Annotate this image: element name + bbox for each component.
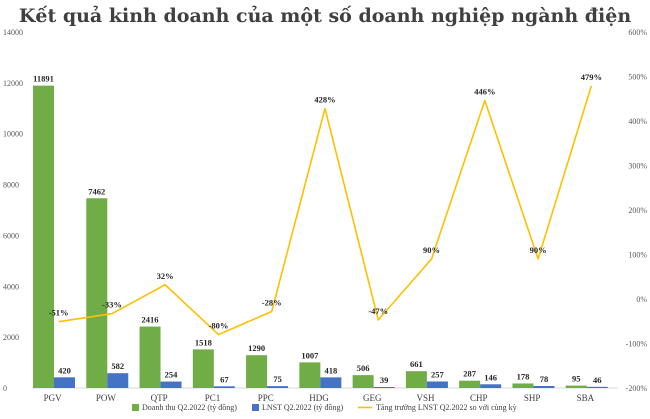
- x-tick-label: GEG: [363, 393, 382, 403]
- bar-revenue: [299, 362, 321, 388]
- y-right-tick-label: 400%: [628, 117, 647, 126]
- bar-profit-label: 75: [273, 374, 282, 384]
- bar-revenue: [565, 385, 587, 388]
- growth-line: [58, 85, 593, 336]
- x-tick-label: SBA: [577, 393, 595, 403]
- growth-point-label: -51%: [49, 308, 69, 318]
- x-tick-label: PGV: [44, 393, 63, 403]
- x-tick-label: QTP: [151, 393, 168, 403]
- y-left-tick-label: 12000: [3, 79, 23, 88]
- growth-point-label: -28%: [262, 297, 282, 307]
- bar-revenue: [246, 355, 268, 388]
- bar-revenue-label: 7462: [88, 186, 105, 196]
- y-left-tick-label: 2000: [3, 333, 19, 342]
- bar-profit: [107, 373, 129, 388]
- bar-revenue-label: 1290: [248, 343, 265, 353]
- y-right-tick-label: -200%: [626, 384, 648, 393]
- bar-revenue-label: 661: [410, 359, 423, 369]
- growth-point-label: 479%: [581, 72, 602, 82]
- bar-revenue-label: 1007: [301, 350, 319, 360]
- bar-profit-label: 254: [165, 370, 179, 380]
- y-left-tick-label: 6000: [3, 231, 19, 240]
- bar-revenue: [33, 85, 54, 389]
- bar-profit-label: 39: [380, 375, 389, 385]
- y-right-tick-label: -100%: [626, 340, 648, 349]
- bar-profit-label: 582: [111, 361, 124, 371]
- x-tick-label: VSH: [417, 393, 436, 403]
- growth-point-label: 90%: [423, 245, 440, 255]
- bar-profit-label: 78: [540, 374, 549, 384]
- bar-revenue-label: 11891: [33, 74, 54, 84]
- bar-revenue-label: 178: [517, 371, 530, 381]
- growth-point-label: 446%: [474, 87, 495, 97]
- y-left-tick-label: 10000: [3, 130, 23, 139]
- y-left-tick-label: 14000: [3, 28, 23, 37]
- bar-profit-label: 46: [593, 375, 602, 385]
- bar-revenue-label: 287: [463, 369, 477, 379]
- y-right-tick-label: 500%: [628, 73, 647, 82]
- bar-profit: [213, 386, 235, 388]
- bar-revenue-label: 95: [572, 374, 581, 384]
- growth-point-label: 90%: [530, 245, 547, 255]
- legend-label: Doanh thu Q2.2022 (tỷ đồng): [142, 403, 237, 412]
- bar-profit: [267, 386, 289, 388]
- legend-label: LNST Q2.2022 (tỷ đồng): [262, 403, 344, 412]
- bar-revenue: [86, 198, 108, 388]
- x-tick-label: CHP: [470, 393, 488, 403]
- bar-revenue-label: 1518: [195, 337, 212, 347]
- y-right-tick-label: 600%: [628, 28, 647, 37]
- bar-profit-label: 67: [220, 374, 229, 384]
- bar-revenue: [512, 383, 534, 388]
- x-tick-label: HDG: [309, 393, 329, 403]
- bar-revenue: [139, 326, 161, 388]
- bar-revenue-label: 506: [357, 363, 370, 373]
- bar-profit: [480, 384, 502, 388]
- bar-revenue: [405, 371, 427, 388]
- growth-point-label: 428%: [314, 95, 335, 105]
- bar-profit-label: 418: [324, 365, 337, 375]
- bar-profit: [373, 387, 395, 388]
- y-right-tick-label: 100%: [628, 251, 647, 260]
- legend-swatch: [132, 404, 139, 411]
- y-left-tick-label: 0: [3, 384, 7, 393]
- bar-profit-label: 146: [484, 372, 497, 382]
- growth-point-label: -80%: [209, 321, 229, 331]
- chart-title: Kết quả kinh doanh của một số doanh nghi…: [19, 5, 631, 27]
- bar-profit: [320, 377, 342, 388]
- legend-label: Tăng trưởng LNST Q2.2022 so với cùng kỳ: [376, 403, 517, 412]
- bar-profit: [586, 386, 608, 388]
- bar-profit: [54, 377, 75, 388]
- bar-profit-label: 257: [431, 369, 445, 379]
- bar-profit: [426, 381, 448, 388]
- x-tick-label: PPC: [258, 393, 274, 403]
- legend-swatch: [252, 404, 259, 411]
- bar-revenue-label: 2416: [142, 315, 159, 325]
- y-right-tick-label: 300%: [628, 162, 647, 171]
- bar-revenue: [352, 375, 374, 388]
- x-tick-label: SHP: [524, 393, 541, 403]
- growth-point-label: -47%: [368, 306, 388, 316]
- bar-profit-label: 420: [58, 365, 71, 375]
- growth-point-label: 32%: [157, 271, 174, 281]
- y-left-tick-label: 4000: [3, 282, 19, 291]
- bar-revenue: [192, 349, 214, 388]
- x-tick-label: PC1: [205, 393, 221, 403]
- x-tick-label: POW: [96, 393, 117, 403]
- growth-point-label: -33%: [102, 300, 122, 310]
- bar-profit: [533, 386, 555, 388]
- y-right-tick-label: 200%: [628, 206, 647, 215]
- bar-revenue: [459, 380, 481, 388]
- y-right-tick-label: 0%: [636, 295, 647, 304]
- y-left-tick-label: 8000: [3, 181, 19, 190]
- bar-profit: [160, 381, 182, 388]
